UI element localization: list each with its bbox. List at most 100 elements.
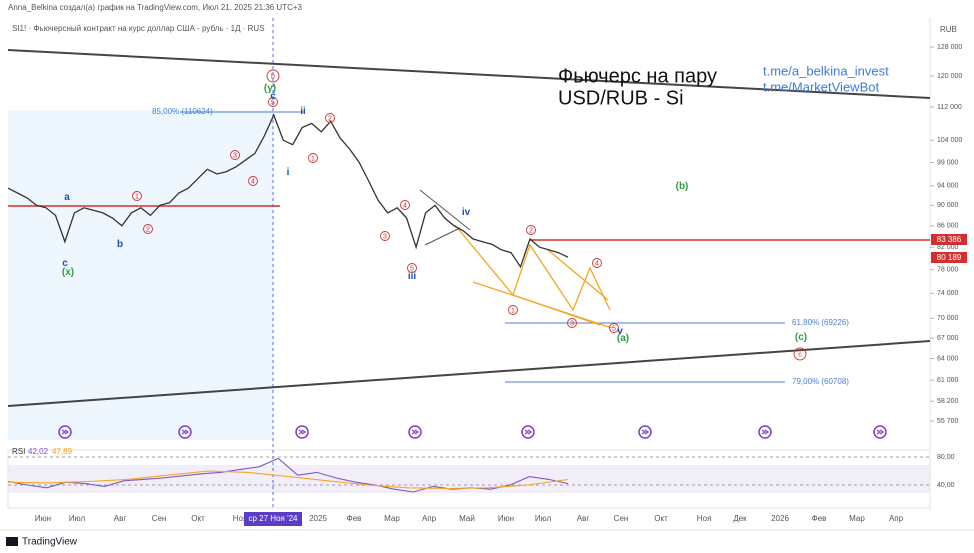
wave-label: (x) — [62, 267, 74, 278]
wave-label: a — [64, 192, 70, 203]
x-tick-label: Мар — [384, 514, 400, 523]
y-tick-label: 82 000 — [937, 244, 959, 251]
x-tick-label: Авг — [114, 514, 127, 523]
event-marker — [178, 425, 192, 439]
trend-line — [7, 49, 931, 99]
wave-circle — [268, 97, 278, 107]
y-tick-label: 40,00 — [937, 482, 955, 489]
wave-label: (b) — [676, 181, 689, 192]
event-markers — [58, 425, 887, 439]
wave-label: 4 — [403, 202, 407, 209]
x-tick-label: Апр — [889, 514, 904, 523]
crosshair-label: ср 27 Ноя '24 — [249, 514, 299, 523]
y-tick-label: 99 000 — [937, 159, 959, 166]
wave-label: (y) — [264, 83, 276, 94]
wave-label: 3 — [570, 320, 574, 327]
wave-label: 3 — [383, 233, 387, 240]
x-tick-label: Июн — [498, 514, 514, 523]
highlight-range — [8, 110, 273, 440]
x-tick-label: Май — [459, 514, 475, 523]
wave-circle — [508, 305, 518, 315]
y-tick-label: 120 000 — [937, 73, 962, 80]
x-tick-label: Фев — [347, 514, 362, 523]
y-tick-label: 74 000 — [937, 290, 959, 297]
wave-circle — [325, 113, 335, 123]
event-marker — [408, 425, 422, 439]
y-tick-label: 58 200 — [937, 398, 959, 405]
wave-label: (c) — [795, 332, 807, 343]
wave-circle — [407, 263, 417, 273]
wave-label: 5 — [271, 99, 275, 106]
wave-label: 1 — [511, 307, 515, 314]
x-tick-label: Июл — [69, 514, 86, 523]
wave-label: 1 — [135, 193, 139, 200]
wave-label: (a) — [617, 333, 629, 344]
wave-circle — [230, 150, 240, 160]
price-badge — [931, 234, 967, 245]
wave-label: c — [62, 258, 68, 269]
trend-line — [7, 340, 931, 407]
y-tick-label: 64 000 — [937, 355, 959, 362]
x-tick-label: Ноя — [697, 514, 712, 523]
event-arrow — [761, 429, 770, 435]
orange-wave — [454, 224, 611, 312]
wave-circle — [793, 347, 807, 361]
y-tick-label: 78 000 — [937, 266, 959, 273]
y-tick-label: 86 000 — [937, 223, 959, 230]
wave-label: 5 — [612, 325, 616, 332]
event-arrow — [61, 429, 70, 435]
event-marker — [295, 425, 309, 439]
wave-label: 4 — [251, 178, 255, 185]
wave-circle — [609, 323, 619, 333]
wave-label: v — [617, 326, 623, 337]
x-tick-label: Сен — [152, 514, 167, 523]
wave-circle — [592, 258, 602, 268]
currency: RUB — [940, 25, 957, 34]
wave-label: i — [287, 167, 290, 178]
rsi-ma-value: 47,89 — [52, 447, 73, 456]
link[interactable]: t.me/a_belkina_invest — [763, 63, 889, 78]
wave-circle — [143, 224, 153, 234]
y-tick-label: 104 000 — [937, 137, 962, 144]
y-tick-label: 94 000 — [937, 183, 959, 190]
wave-circle — [266, 69, 280, 83]
event-arrow — [411, 429, 420, 435]
drawing-line — [424, 227, 461, 246]
symbol: SI1! · Фьючерсный контракт на курс долла… — [12, 24, 265, 33]
y-tick-label: 90 000 — [937, 202, 959, 209]
wave-circle — [248, 176, 258, 186]
x-tick-label: Окт — [654, 514, 668, 523]
y-tick-label: 112 000 — [937, 104, 962, 111]
x-tick-label: Дек — [733, 514, 747, 523]
rsi-line — [7, 470, 569, 490]
x-tick-label: Фев — [812, 514, 827, 523]
wave-label: 3 — [233, 152, 237, 159]
fib-label: 79,00% (60708) — [792, 377, 849, 386]
event-marker — [58, 425, 72, 439]
wave-label: iv — [462, 207, 471, 218]
wave-circle — [526, 225, 536, 235]
wave-label: c — [270, 91, 276, 102]
brand-logo — [6, 537, 18, 546]
wave-label: b — [117, 239, 123, 250]
x-tick-label: Ноя — [233, 514, 248, 523]
link[interactable]: t.me/MarketViewBot — [763, 79, 879, 94]
price-badge — [931, 252, 967, 263]
brand: TradingView — [22, 537, 78, 548]
wave-label: 1 — [311, 155, 315, 162]
price-badge-text: 83 386 — [937, 235, 962, 244]
wave-label: 2 — [146, 226, 150, 233]
wave-circle — [400, 200, 410, 210]
event-marker — [758, 425, 772, 439]
event-arrow — [876, 429, 885, 435]
rsi-title: RSI — [12, 447, 25, 456]
fib-label: 85,00% (110624) — [152, 107, 213, 116]
wave-label: 4 — [595, 260, 599, 267]
y-tick-label: 61 000 — [937, 377, 959, 384]
price-line — [7, 113, 569, 269]
wave-label: 2 — [529, 227, 533, 234]
x-tick-label: 2025 — [309, 514, 327, 523]
y-tick-label: 55 700 — [937, 418, 959, 425]
wave-label: b — [271, 73, 275, 80]
